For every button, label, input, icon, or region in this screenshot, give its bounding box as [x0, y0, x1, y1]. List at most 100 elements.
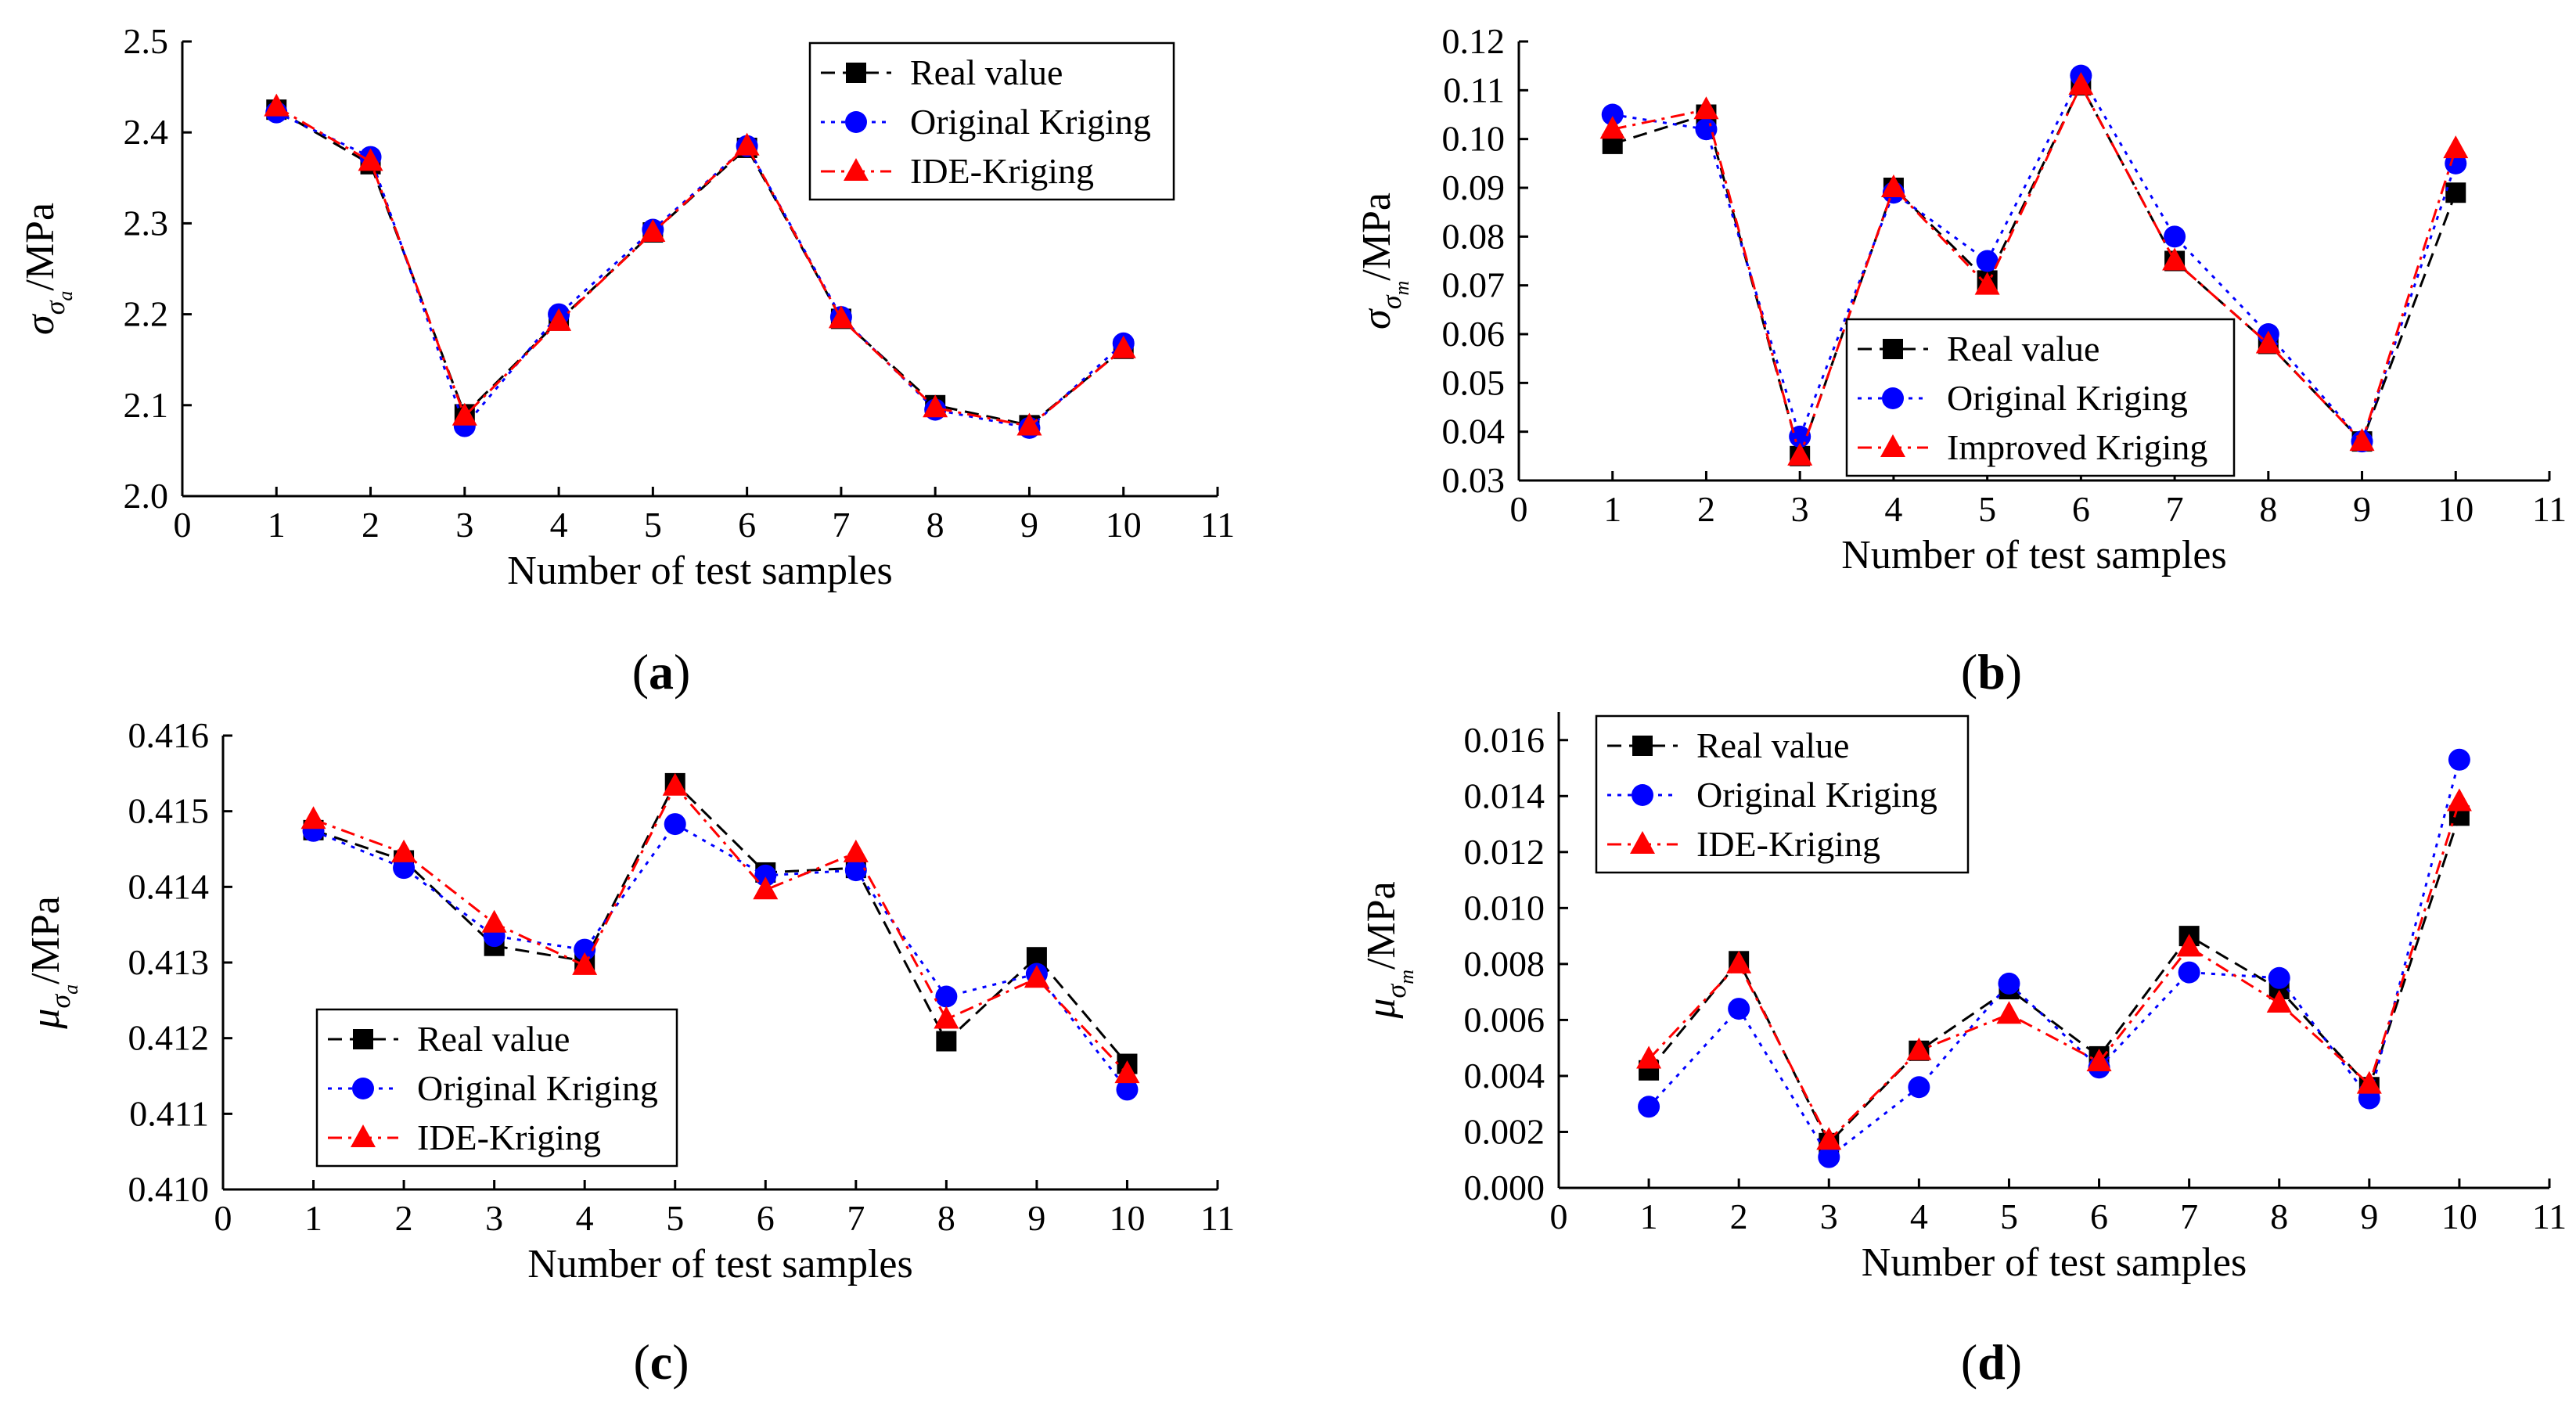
- y-tick-label: 0.415: [128, 791, 210, 831]
- x-tick-label: 5: [2000, 1196, 2018, 1236]
- data-point: [2266, 989, 2292, 1013]
- legend-marker: [351, 1125, 376, 1147]
- y-tick-label: 0.000: [1464, 1168, 1545, 1207]
- data-point: [391, 839, 417, 862]
- y-tick-label: 0.412: [128, 1018, 210, 1058]
- x-tick-label: 2: [1697, 489, 1715, 529]
- data-point: [2448, 748, 2470, 771]
- data-point: [1906, 1037, 1932, 1060]
- data-point: [1599, 116, 1625, 139]
- series-line-3: [275, 106, 1124, 428]
- legend-label: Original Kriging: [1696, 775, 1937, 815]
- x-tick-label: 7: [2180, 1196, 2198, 1236]
- data-point: [358, 148, 383, 171]
- data-point: [1996, 1001, 2022, 1024]
- x-tick-label: 3: [455, 505, 473, 545]
- x-tick-label: 9: [2353, 489, 2371, 529]
- y-tick-label: 0.010: [1464, 887, 1545, 927]
- y-tick-label: 0.004: [1464, 1056, 1545, 1096]
- data-point: [1908, 1076, 1930, 1099]
- x-tick-label: 3: [1820, 1196, 1838, 1236]
- data-point: [844, 859, 867, 882]
- x-tick-label: 0: [1550, 1196, 1568, 1236]
- data-point: [1016, 412, 1042, 436]
- x-tick-label: 2: [362, 505, 380, 545]
- data-point: [1601, 103, 1624, 126]
- x-tick-label: 0: [214, 1198, 232, 1238]
- legend-label: Improved Kriging: [1947, 427, 2207, 467]
- data-point: [393, 857, 416, 880]
- legend-label: Original Kriging: [417, 1068, 658, 1108]
- data-point: [2349, 428, 2375, 452]
- panel-label: (d): [1961, 1334, 2022, 1390]
- data-point: [481, 909, 507, 933]
- data-point: [936, 1031, 957, 1052]
- data-point: [1110, 335, 1136, 358]
- data-point: [1638, 1096, 1660, 1118]
- data-point: [1880, 175, 1906, 197]
- legend-marker: [846, 63, 866, 83]
- data-point: [754, 864, 777, 887]
- x-tick-label: 11: [1200, 1198, 1235, 1238]
- x-axis-label: Number of test samples: [507, 549, 892, 593]
- y-tick-label: 0.04: [1442, 412, 1506, 452]
- data-point: [1116, 1078, 1139, 1101]
- x-tick-label: 1: [1640, 1196, 1658, 1236]
- x-tick-label: 0: [1510, 489, 1528, 529]
- x-tick-label: 9: [1027, 1198, 1045, 1238]
- x-tick-label: 9: [2360, 1196, 2378, 1236]
- x-tick-label: 10: [2441, 1196, 2477, 1236]
- y-tick-label: 0.08: [1442, 216, 1506, 256]
- data-point: [2445, 182, 2466, 203]
- legend: Real value Original Kriging IDE-Kriging: [1595, 714, 1970, 874]
- x-tick-label: 4: [1884, 489, 1902, 529]
- data-point: [546, 308, 572, 331]
- x-axis-label: Number of test samples: [527, 1242, 912, 1286]
- data-point: [2162, 247, 2188, 271]
- x-tick-label: 5: [1978, 489, 1996, 529]
- data-point: [1789, 425, 1811, 448]
- chart-panel-a: 0 1 2 3 4 5 6 7 8 9 10 11 2.0 2.1 2.2 2.3 2.4 2.5 Number o…: [18, 21, 1235, 700]
- series-line-3: [1612, 82, 2457, 460]
- data-point: [1726, 950, 1752, 973]
- legend-label: Original Kriging: [910, 102, 1151, 142]
- x-tick-label: 11: [2532, 1196, 2567, 1236]
- data-point: [734, 132, 760, 156]
- data-point: [934, 1006, 959, 1029]
- legend-marker: [844, 158, 869, 181]
- data-point: [2446, 788, 2472, 811]
- legend: Real value Original Kriging IDE-Kriging: [808, 41, 1175, 201]
- legend-label: Real value: [910, 52, 1063, 92]
- x-tick-label: 7: [847, 1198, 865, 1238]
- x-tick-label: 10: [2437, 489, 2473, 529]
- data-point: [1693, 96, 1719, 120]
- x-tick-label: 10: [1106, 505, 1142, 545]
- y-axis-label: μσa/MPa: [23, 896, 82, 1030]
- data-point: [1636, 1045, 1662, 1069]
- legend: Real value Original Kriging IDE-Kriging: [315, 1008, 678, 1168]
- data-point: [300, 806, 326, 829]
- data-point: [935, 985, 958, 1008]
- x-tick-label: 1: [304, 1198, 322, 1238]
- y-tick-label: 2.2: [124, 294, 169, 334]
- y-tick-label: 2.5: [124, 21, 169, 61]
- y-tick-label: 0.016: [1464, 720, 1545, 760]
- legend-label: Real value: [1947, 329, 2099, 369]
- data-point: [828, 305, 854, 329]
- legend-label: Real value: [417, 1019, 570, 1059]
- x-tick-label: 6: [757, 1198, 775, 1238]
- legend-marker: [353, 1029, 373, 1049]
- legend-marker: [1883, 339, 1903, 359]
- x-tick-label: 1: [1603, 489, 1621, 529]
- data-point: [2178, 961, 2200, 984]
- x-tick-label: 11: [1200, 505, 1235, 545]
- legend-label: IDE-Kriging: [910, 151, 1094, 191]
- x-tick-label: 0: [174, 505, 192, 545]
- y-axis-label: σσm/MPa: [1355, 193, 1413, 329]
- data-point: [574, 938, 596, 961]
- x-tick-label: 7: [2166, 489, 2184, 529]
- data-point: [1818, 1146, 1840, 1168]
- y-tick-label: 0.012: [1464, 832, 1545, 872]
- y-tick-label: 0.10: [1442, 119, 1506, 159]
- y-tick-label: 2.3: [124, 203, 169, 243]
